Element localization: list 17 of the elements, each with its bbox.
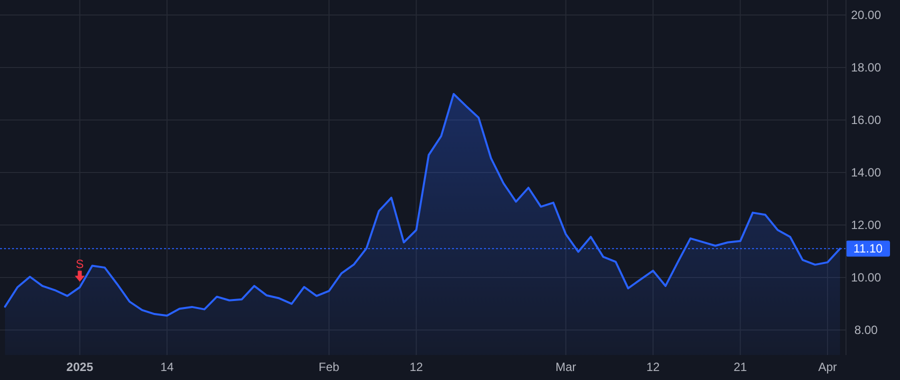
y-tick-label: 18.00 [850, 60, 882, 74]
x-tick-label: 21 [734, 360, 748, 374]
x-tick-label: Mar [555, 360, 576, 374]
y-tick-label: 14.00 [850, 166, 882, 180]
x-tick-label: 12 [410, 360, 424, 374]
y-tick-label: 10.00 [850, 270, 882, 285]
x-tick-label: 12 [646, 360, 660, 374]
annotation: S [76, 256, 84, 271]
x-tick-label: 14 [160, 360, 174, 374]
x-tick-label: Feb [318, 360, 340, 374]
y-tick-label: 20.00 [850, 8, 882, 22]
y-tick-label: 12.00 [850, 218, 882, 232]
x-tick-label: Apr [818, 360, 837, 374]
x-tick-label: 2025 [66, 360, 94, 374]
y-tick-label: 8.00 [854, 323, 878, 338]
y-tick-label: 16.00 [850, 112, 882, 127]
ref-line-label: 11.10 [853, 242, 883, 256]
